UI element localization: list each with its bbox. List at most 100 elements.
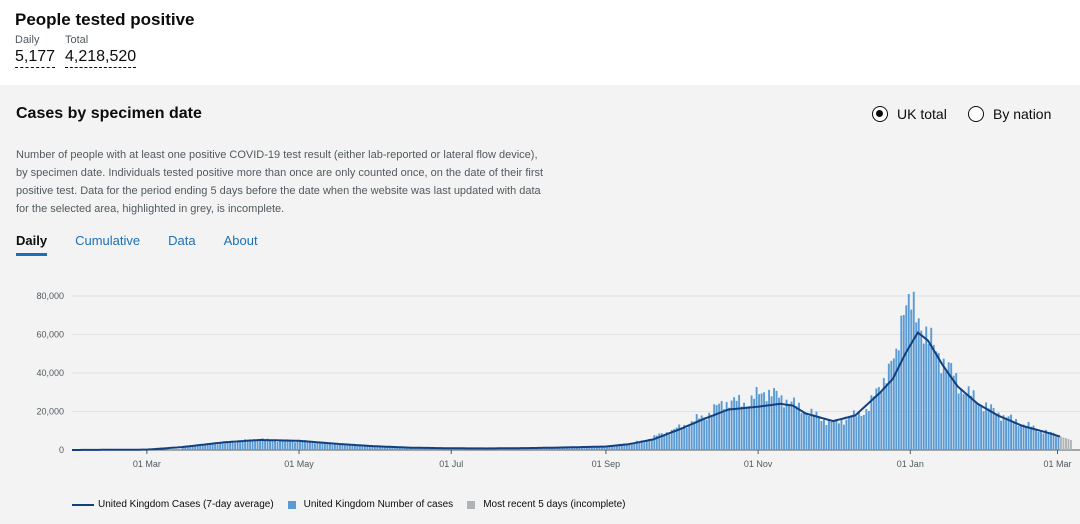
radio-by-nation[interactable]: By nation (968, 106, 1051, 122)
daily-cases-bar (685, 427, 688, 450)
incomplete-bar (1067, 439, 1070, 450)
daily-cases-bar (850, 416, 853, 450)
daily-cases-bar (912, 291, 915, 450)
y-tick-label: 60,000 (36, 330, 64, 340)
daily-cases-bar (990, 404, 993, 450)
daily-cases-bar (743, 402, 746, 450)
daily-cases-bar (673, 428, 676, 450)
daily-cases-bar (763, 392, 766, 450)
daily-cases-bar (206, 443, 209, 450)
daily-cases-bar (548, 448, 551, 450)
tab-daily[interactable]: Daily (16, 233, 48, 256)
chart-legend: United Kingdom Cases (7-day average) Uni… (72, 499, 639, 510)
daily-cases-bar (663, 435, 666, 450)
daily-cases-bar (795, 406, 798, 450)
daily-cases-bar (643, 441, 646, 450)
daily-cases-bar (808, 415, 810, 450)
daily-cases-bar (184, 446, 187, 450)
daily-cases-bar (678, 424, 681, 450)
daily-cases-bar (296, 441, 299, 450)
daily-cases-bar (1047, 431, 1050, 450)
daily-cases-bar (196, 445, 199, 450)
daily-cases-bar (254, 440, 257, 450)
daily-cases-bar (960, 388, 963, 450)
radio-uk-total-label: UK total (897, 106, 947, 122)
daily-cases-bar (670, 429, 673, 450)
daily-cases-bar (693, 421, 696, 450)
daily-cases-bar (433, 448, 436, 450)
daily-cases-bar (259, 440, 262, 450)
legend-item-incomplete[interactable]: Most recent 5 days (incomplete) (467, 499, 625, 510)
daily-cases-bar (1000, 420, 1003, 450)
daily-cases-bar (725, 402, 728, 450)
daily-cases-bar (393, 446, 396, 450)
daily-cases-bar (309, 441, 311, 450)
daily-cases-bar (264, 439, 267, 450)
daily-cases-bar (613, 445, 616, 450)
daily-cases-bar (378, 446, 381, 450)
legend-item-cases[interactable]: United Kingdom Number of cases (287, 499, 453, 510)
x-tick-label: 01 Mar (133, 459, 161, 469)
daily-cases-bar (1025, 426, 1027, 450)
cases-chart[interactable]: 0 20,000 40,000 60,000 80,000 01 Mar 01 May 01 … (0, 85, 1080, 485)
x-tick-label: 01 Sep (592, 459, 621, 469)
daily-cases-bar (408, 447, 411, 450)
daily-cases-bar (633, 442, 636, 450)
daily-value[interactable]: 5,177 (15, 48, 56, 68)
daily-cases-bar (363, 445, 366, 450)
daily-cases-bar (346, 444, 349, 450)
daily-cases-bar (328, 443, 331, 450)
daily-cases-bar (648, 438, 651, 450)
daily-cases-bar (925, 326, 928, 450)
tab-about[interactable]: About (223, 233, 258, 248)
daily-cases-bar (274, 440, 276, 450)
daily-cases-bar (286, 439, 289, 450)
daily-cases-bar (279, 439, 281, 450)
daily-cases-bar (860, 415, 863, 450)
legend-label-average: United Kingdom Cases (7-day average) (98, 499, 274, 510)
daily-cases-bar (690, 421, 693, 450)
radio-uk-total[interactable]: UK total (872, 106, 947, 122)
radio-unselected-icon[interactable] (968, 106, 984, 122)
daily-cases-bar (583, 447, 586, 450)
daily-cases-bar (745, 406, 748, 450)
daily-cases-bar (1050, 431, 1052, 450)
daily-cases-bar (1007, 416, 1010, 450)
daily-cases-bar (818, 417, 820, 450)
tab-data[interactable]: Data (168, 233, 196, 248)
daily-cases-bar (605, 446, 608, 450)
daily-cases-bar (563, 447, 566, 450)
card-title: Cases by specimen date (16, 105, 202, 122)
incomplete-bar (1062, 437, 1065, 450)
daily-cases-bar (348, 445, 351, 450)
legend-item-average[interactable]: United Kingdom Cases (7-day average) (72, 499, 274, 510)
daily-cases-bar (748, 406, 751, 450)
y-tick-label: 40,000 (36, 368, 64, 378)
daily-cases-bar (865, 409, 868, 450)
daily-cases-bar (718, 403, 721, 450)
daily-cases-bar (820, 421, 823, 450)
daily-cases-bar (224, 441, 227, 450)
radio-selected-icon[interactable] (872, 106, 888, 122)
daily-cases-bar (625, 444, 628, 450)
daily-cases-bar (231, 441, 234, 450)
daily-cases-bar (982, 411, 985, 450)
daily-cases-bar (326, 443, 329, 450)
average-line (72, 331, 1061, 451)
daily-cases-bar (226, 441, 229, 450)
daily-cases-bar (937, 353, 940, 450)
x-tick-label: 01 Mar (1044, 459, 1072, 469)
daily-cases-bar (580, 446, 583, 450)
x-tick-label: 01 Jul (439, 459, 463, 469)
daily-cases-bar (204, 444, 207, 450)
daily-cases-bar (810, 408, 813, 450)
daily-cases-bar (895, 348, 898, 450)
daily-cases-bar (815, 411, 818, 450)
daily-cases-bar (905, 305, 908, 450)
daily-cases-bar (319, 443, 321, 450)
tab-cumulative[interactable]: Cumulative (75, 233, 141, 248)
total-value[interactable]: 4,218,520 (65, 48, 137, 68)
daily-cases-bar (244, 439, 247, 450)
daily-cases-bar (635, 440, 638, 450)
daily-cases-bar (271, 441, 274, 450)
